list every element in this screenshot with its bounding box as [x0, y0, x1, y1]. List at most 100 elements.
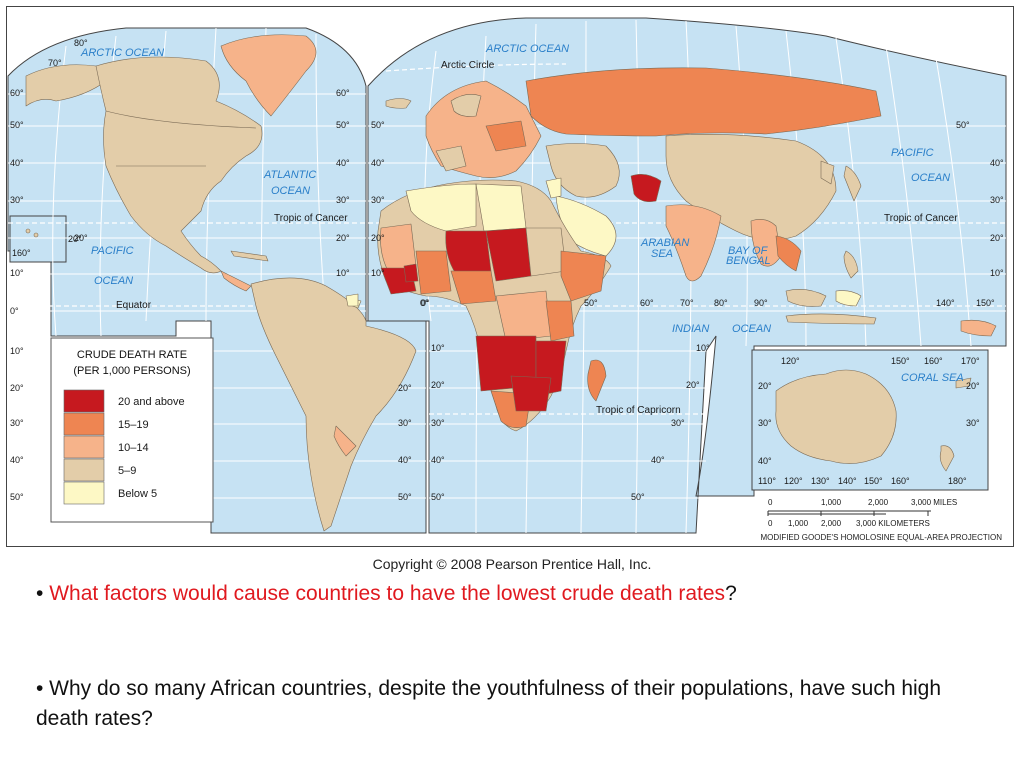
latitude-label: 50° — [956, 120, 970, 130]
latitude-label: 20° — [990, 233, 1004, 243]
greenland — [220, 34, 317, 117]
latitude-label: 30° — [336, 195, 350, 205]
inset-longitude-label: 120° — [781, 356, 800, 366]
indian-ocean-label-2: OCEAN — [732, 323, 771, 335]
inset-longitude-label: 140° — [838, 476, 857, 486]
latitude-label: 0° — [10, 306, 19, 316]
legend-swatch — [63, 435, 105, 459]
central-america — [220, 270, 252, 292]
latitude-label: 30° — [10, 418, 24, 428]
question-2: • Why do so many African countries, desp… — [36, 677, 942, 730]
brunei-area — [835, 290, 862, 307]
latitude-label: 40° — [990, 158, 1004, 168]
new-zealand — [939, 445, 955, 472]
pacific-ocean-left-label-2: OCEAN — [94, 275, 133, 287]
levant — [545, 177, 562, 199]
latitude-label: 40° — [336, 158, 350, 168]
longitude-label-160: 160° — [12, 248, 31, 258]
latitude-label: 10° — [696, 343, 710, 353]
latitude-label: 30° — [671, 418, 685, 428]
uruguay — [333, 425, 357, 457]
scale-miles-label: 1,000 — [821, 498, 842, 507]
latitude-label: 50° — [371, 120, 385, 130]
arctic-ocean-label-right: ARCTIC OCEAN — [485, 43, 569, 55]
iceland — [385, 98, 412, 109]
latitude-label: 20° — [431, 380, 445, 390]
philippines — [843, 250, 859, 279]
latitude-label: 10° — [431, 343, 445, 353]
arctic-circle-label: Arctic Circle — [441, 60, 495, 71]
longitude-label: 90° — [754, 298, 768, 308]
scandinavia — [450, 94, 482, 117]
afghanistan — [630, 174, 662, 202]
latitude-label: 60° — [336, 88, 350, 98]
latitude-label: 40° — [10, 158, 24, 168]
tropic-cancer-left-label: Tropic of Cancer — [274, 213, 348, 224]
latitude-label: 10° — [10, 346, 24, 356]
scale-miles-label: 0 — [768, 498, 773, 507]
legend-swatch — [63, 389, 105, 413]
botswana-zimbabwe — [510, 375, 552, 412]
australia — [775, 369, 897, 464]
inset-longitude-label: 150° — [864, 476, 883, 486]
mali-burkina — [415, 250, 452, 295]
land-masses — [25, 34, 997, 532]
projection-label: MODIFIED GOODE'S HOMOLOSINE EQUAL-AREA P… — [760, 533, 1002, 542]
latitude-label: 30° — [398, 418, 412, 428]
legend-item-label: Below 5 — [118, 488, 157, 500]
legend-title-line2: (PER 1,000 PERSONS) — [73, 365, 190, 377]
latitude-label: 40° — [651, 455, 665, 465]
legend-item-label: 20 and above — [118, 396, 185, 408]
tropic-capricorn-label: Tropic of Capricorn — [596, 405, 681, 416]
central-asia — [545, 143, 620, 198]
scale-km-label: 1,000 — [788, 519, 809, 528]
tropic-cancer-right-label: Tropic of Cancer — [884, 213, 958, 224]
inset-longitude-label: 120° — [784, 476, 803, 486]
inset-longitude-label: 150° — [891, 356, 910, 366]
south-america — [250, 277, 417, 532]
inset-longitude-label: 180° — [948, 476, 967, 486]
inset-longitude-label: 130° — [811, 476, 830, 486]
legend-item-label: 15–19 — [118, 419, 149, 431]
longitude-label: 80° — [714, 298, 728, 308]
latitude-label: 30° — [10, 195, 24, 205]
legend-swatch — [63, 458, 105, 482]
world-map: CRUDE DEATH RATE (PER 1,000 PERSONS) 20 … — [6, 6, 1014, 547]
indonesia — [785, 313, 877, 325]
latitude-label: 70° — [48, 58, 62, 68]
legend-swatch — [63, 412, 105, 436]
scale-bar: 0 1,000 2,000 3,000 MILES 0 1,000 2,000 3,000 K… — [767, 498, 957, 528]
latitude-label: 20° — [686, 380, 700, 390]
scale-km-label: 0 — [768, 519, 773, 528]
inset-latitude-label: 40° — [758, 456, 772, 466]
latitude-label: 40° — [10, 455, 24, 465]
inset-latitude-label: 30° — [758, 418, 772, 428]
arabian-sea-label-1: ARABIAN — [640, 237, 689, 249]
inset-longitude-label: 160° — [891, 476, 910, 486]
legend-item-label: 10–14 — [118, 442, 149, 454]
latitude-label: 50° — [631, 492, 645, 502]
latitude-label: 30° — [371, 195, 385, 205]
alaska — [25, 64, 107, 107]
scale-km-label: 2,000 — [821, 519, 842, 528]
scale-miles-label: 2,000 — [868, 498, 889, 507]
latitude-label: 20° — [336, 233, 350, 243]
mainland-southeast-asia — [750, 219, 782, 267]
borneo — [785, 289, 827, 307]
niger-chad — [445, 230, 492, 275]
ethiopia-somalia — [560, 250, 607, 302]
legend-item-label: 5–9 — [118, 465, 136, 477]
india — [665, 204, 722, 282]
latitude-label: 50° — [431, 492, 445, 502]
bullet-1-highlight: What factors would cause countries to ha… — [49, 582, 726, 605]
longitude-label: 150° — [976, 298, 995, 308]
iberia — [435, 145, 467, 172]
cape-verde — [345, 293, 359, 307]
latitude-label: 50° — [398, 492, 412, 502]
bullet-1-prefix: • — [36, 582, 50, 605]
caribbean — [230, 250, 269, 262]
equator-label: Equator — [116, 300, 152, 311]
latitude-label: 10° — [371, 268, 385, 278]
bay-of-bengal-label-2: BENGAL — [726, 255, 771, 267]
latitude-label: 10° — [990, 268, 1004, 278]
